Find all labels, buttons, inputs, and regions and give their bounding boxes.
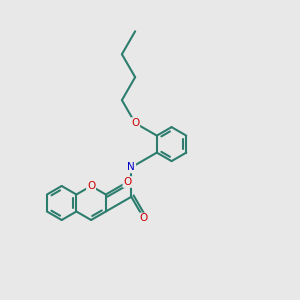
Text: O: O	[123, 177, 132, 187]
Text: O: O	[131, 118, 139, 128]
Text: H: H	[128, 162, 135, 172]
Text: O: O	[87, 181, 95, 191]
Text: N: N	[128, 162, 135, 172]
Text: O: O	[140, 214, 148, 224]
